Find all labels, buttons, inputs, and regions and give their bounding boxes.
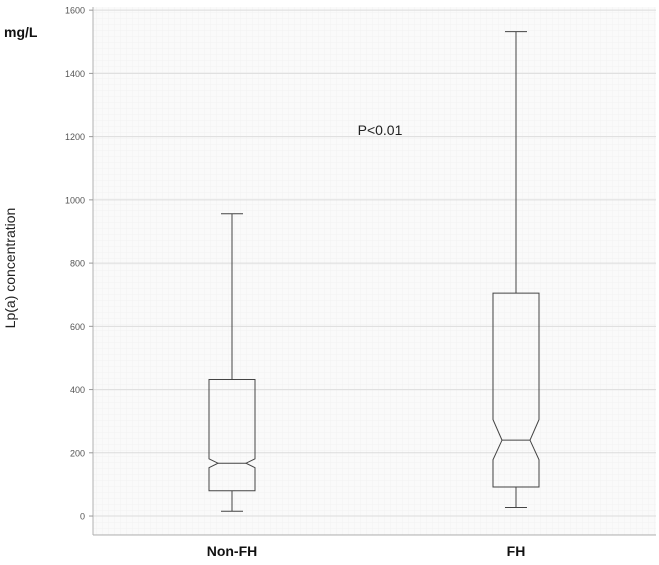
y-tick-label: 800 bbox=[70, 259, 85, 269]
boxes bbox=[208, 31, 540, 512]
y-tick-label: 0 bbox=[80, 512, 85, 522]
x-category-label: FH bbox=[507, 543, 526, 559]
box-fh bbox=[492, 31, 540, 508]
box-non-fh bbox=[208, 213, 256, 512]
plot-minor-grid bbox=[93, 7, 656, 535]
x-category-label: Non-FH bbox=[207, 543, 258, 559]
unit-label: mg/L bbox=[4, 24, 38, 40]
y-tick-label: 1200 bbox=[65, 132, 85, 142]
major-grid bbox=[93, 9, 656, 517]
y-tick-label: 1600 bbox=[65, 6, 85, 16]
box-body bbox=[208, 378, 256, 492]
y-tick-label: 1400 bbox=[65, 69, 85, 79]
y-axis-title: Lp(a) concentration bbox=[2, 208, 18, 329]
y-tick-label: 600 bbox=[70, 322, 85, 332]
y-tick-label: 200 bbox=[70, 448, 85, 458]
x-labels: Non-FH FH bbox=[207, 543, 526, 559]
y-tick-label: 400 bbox=[70, 385, 85, 395]
p-value-annotation: P<0.01 bbox=[358, 122, 403, 138]
box-body bbox=[492, 292, 540, 488]
y-tick-label: 1000 bbox=[65, 195, 85, 205]
y-ticks: 0 200 400 600 800 1000 1200 1400 1600 bbox=[65, 6, 93, 522]
